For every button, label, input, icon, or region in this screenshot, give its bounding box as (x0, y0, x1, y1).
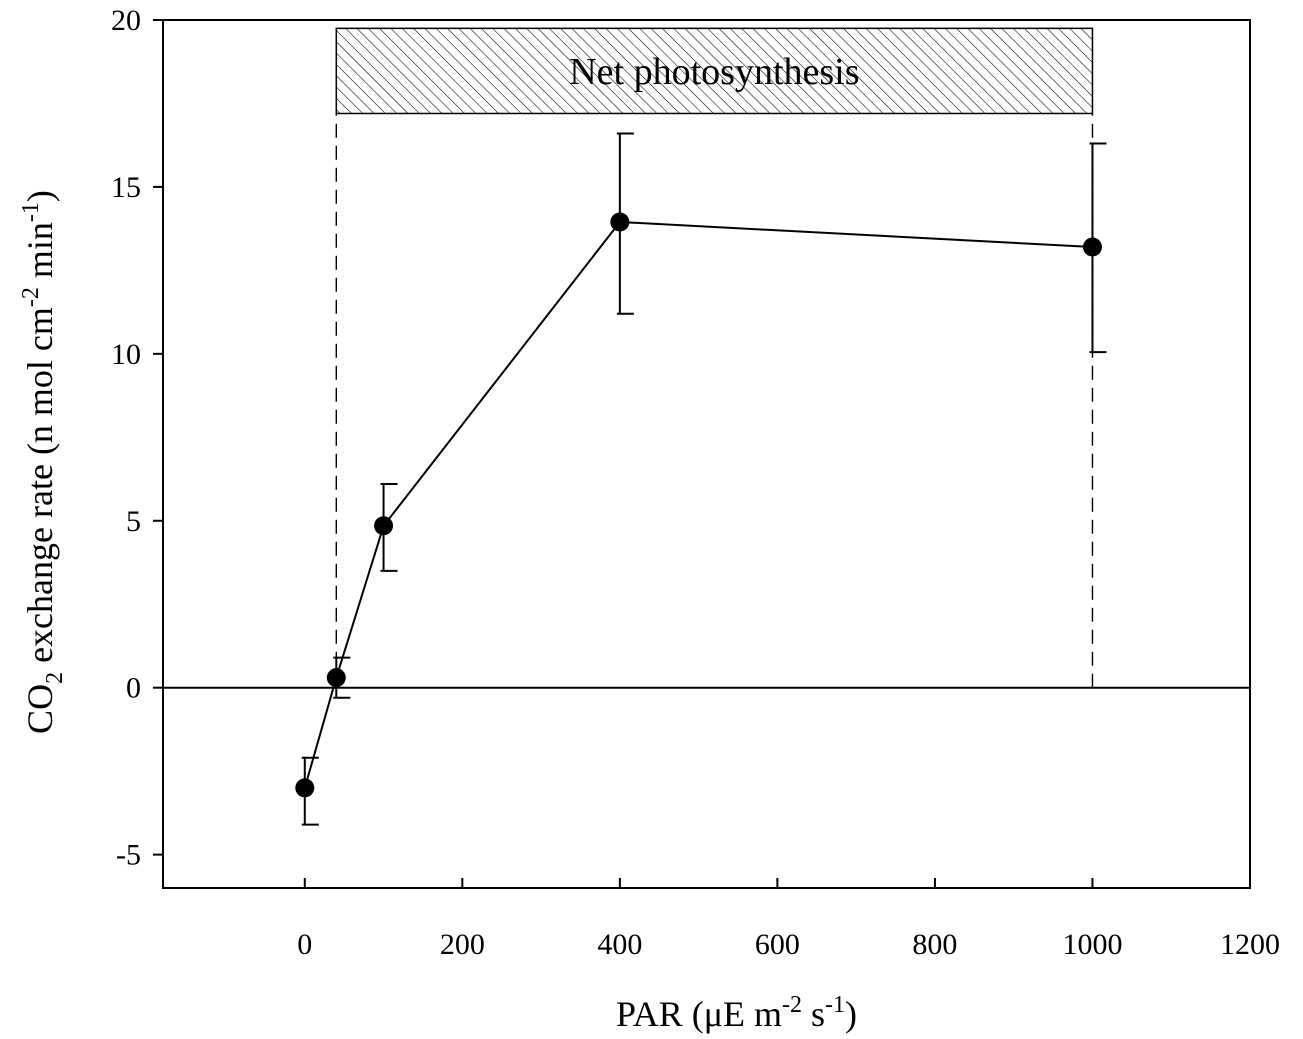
x-tick-label: 1000 (1062, 928, 1122, 961)
data-point (295, 778, 315, 798)
data-point (374, 516, 394, 536)
series-line (303, 220, 1093, 789)
data-point (1082, 237, 1102, 257)
x-tick-label: 400 (597, 928, 642, 961)
x-tick-label: 600 (755, 928, 800, 961)
y-tick-label: 0 (126, 672, 141, 705)
x-tick-label: 1200 (1220, 928, 1280, 961)
data-point (610, 212, 630, 232)
y-tick-label: 15 (111, 171, 141, 204)
annotation-text: Net photosynthesis (569, 51, 859, 93)
x-tick-label: 800 (912, 928, 957, 961)
y-tick-label: 5 (126, 505, 141, 538)
annotation-band (335, 27, 1094, 115)
x-axis-title: PAR (μE m-2 s-1) (616, 992, 857, 1034)
y-tick-label: 10 (111, 338, 141, 371)
y-axis-title: CO2 exchange rate (n mol cm-2 min-1) (18, 190, 68, 734)
y-tick-label: 20 (111, 4, 141, 37)
x-tick-label: 200 (440, 928, 485, 961)
y-tick-label: -5 (116, 839, 141, 872)
plot-frame (162, 19, 1251, 889)
x-tick-label: 0 (297, 928, 312, 961)
data-point (326, 668, 346, 688)
